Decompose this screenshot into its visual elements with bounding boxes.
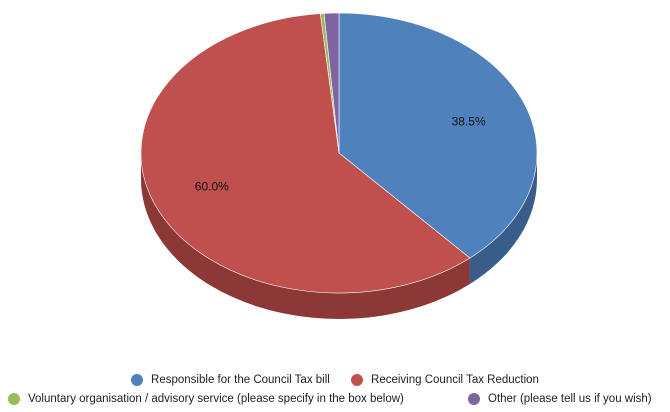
pie-side-receiving: [141, 153, 470, 320]
legend-item-responsible: Responsible for the Council Tax bill: [131, 374, 330, 386]
pie-slice-responsible: [338, 12, 538, 259]
data-label-receiving: 60.0%: [195, 180, 229, 194]
legend-label-responsible: Responsible for the Council Tax bill: [151, 374, 330, 386]
legend-label-other: Other (please tell us if you wish): [488, 393, 652, 405]
legend-swatch-voluntary: [8, 393, 20, 405]
legend-label-voluntary: Voluntary organisation / advisory servic…: [28, 393, 404, 405]
legend-item-receiving: Receiving Council Tax Reduction: [351, 374, 539, 386]
legend-item-other: Other (please tell us if you wish): [468, 393, 652, 405]
legend-swatch-receiving: [351, 374, 364, 386]
data-label-layer: 38.5% 60.0%: [195, 114, 486, 193]
pie-slice-other: [323, 12, 340, 154]
legend-label-receiving: Receiving Council Tax Reduction: [371, 374, 539, 386]
pie-top-layer: [140, 12, 538, 294]
legend: Responsible for the Council Tax bill Rec…: [0, 374, 670, 389]
pie-side-responsible: [469, 153, 537, 285]
data-label-responsible: 38.5%: [452, 114, 486, 128]
legend-swatch-responsible: [131, 374, 144, 386]
legend-swatch-other: [468, 393, 480, 405]
pie-slice-receiving: [140, 13, 471, 294]
legend-item-voluntary: Voluntary organisation / advisory servic…: [8, 393, 404, 405]
pie-side-layer: [141, 153, 537, 320]
